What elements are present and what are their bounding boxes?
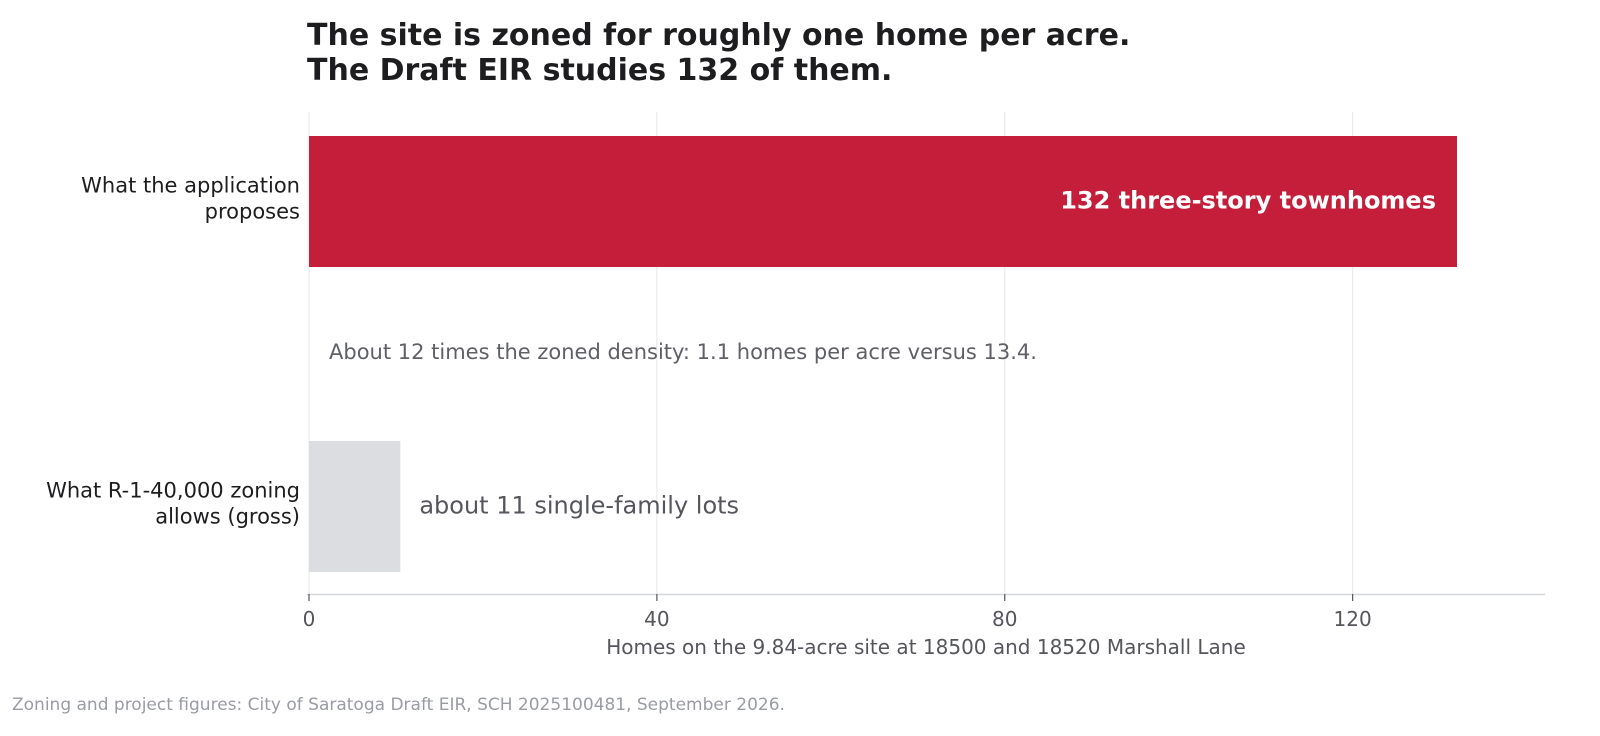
category-label-1-line-2: proposes: [205, 200, 300, 224]
data-labels: 132 three-story townhomes about 11 single…: [419, 187, 1436, 520]
source-note: Zoning and project figures: City of Sara…: [12, 695, 785, 715]
chart-title-line-2: The Draft EIR studies 132 of them.: [307, 53, 893, 88]
x-tick-label-120: 120: [1334, 607, 1372, 631]
x-tick-label-80: 80: [992, 607, 1017, 631]
category-label-1: What the application proposes: [81, 174, 300, 224]
category-label-2-line-1: What R-1-40,000 zoning: [46, 479, 300, 503]
bar-2: [309, 441, 401, 572]
x-tick-label-40: 40: [644, 607, 669, 631]
category-label-2-line-2: allows (gross): [155, 505, 300, 529]
category-label-2: What R-1-40,000 zoning allows (gross): [46, 479, 300, 529]
category-label-1-line-1: What the application: [81, 174, 300, 198]
chart-title: The site is zoned for roughly one home p…: [307, 18, 1130, 88]
data-label-1: 132 three-story townhomes: [1060, 187, 1436, 215]
x-tick-label-0: 0: [303, 607, 316, 631]
density-annotation: About 12 times the zoned density: 1.1 ho…: [329, 340, 1037, 364]
x-axis-title: Homes on the 9.84-acre site at 18500 and…: [606, 635, 1246, 659]
chart-title-line-1: The site is zoned for roughly one home p…: [307, 18, 1131, 53]
data-label-2: about 11 single-family lots: [419, 492, 739, 520]
bars: [309, 136, 1457, 572]
category-labels: What the application proposes What R-1-40,…: [46, 174, 300, 529]
bar-1: [309, 136, 1457, 267]
x-ticks: 0 40 80 120: [303, 594, 1372, 631]
